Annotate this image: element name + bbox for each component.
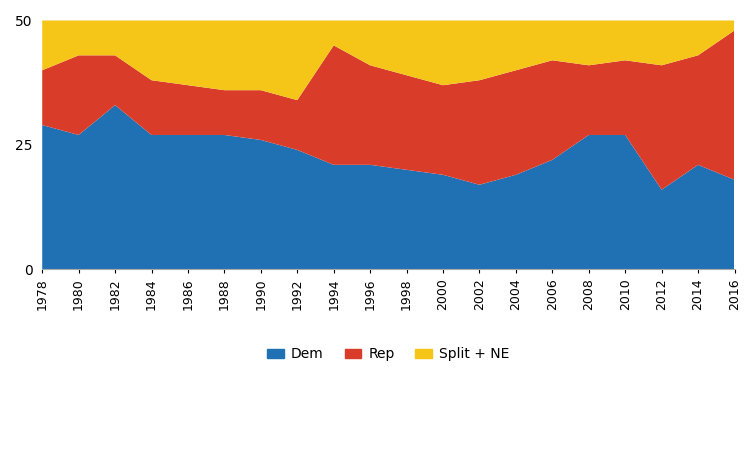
- Legend: Dem, Rep, Split + NE: Dem, Rep, Split + NE: [262, 342, 515, 367]
